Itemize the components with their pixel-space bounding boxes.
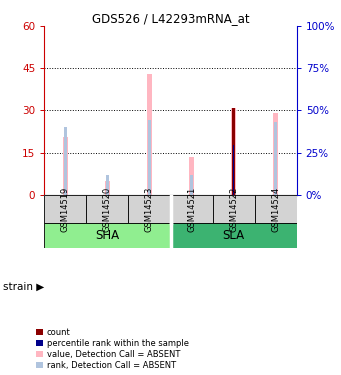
Bar	[105, 181, 110, 195]
Bar	[44, 224, 170, 248]
Bar	[86, 195, 129, 224]
Bar	[212, 195, 255, 224]
Text: GSM14520: GSM14520	[103, 186, 112, 232]
Legend: count, percentile rank within the sample, value, Detection Call = ABSENT, rank, : count, percentile rank within the sample…	[35, 327, 189, 371]
Bar	[190, 175, 193, 195]
Text: GSM14523: GSM14523	[145, 186, 154, 232]
Text: GSM14522: GSM14522	[229, 186, 238, 232]
Bar	[170, 224, 297, 248]
Bar	[106, 175, 109, 195]
Title: GDS526 / L42293mRNA_at: GDS526 / L42293mRNA_at	[92, 12, 249, 25]
Bar	[148, 120, 151, 195]
Text: strain ▶: strain ▶	[3, 282, 45, 292]
Bar	[63, 137, 68, 195]
Text: SHA: SHA	[95, 229, 119, 242]
Text: GSM14524: GSM14524	[271, 186, 280, 232]
Bar	[255, 195, 297, 224]
Bar	[170, 195, 212, 224]
Bar	[233, 146, 234, 195]
Text: GSM14521: GSM14521	[187, 186, 196, 232]
Bar	[232, 119, 235, 195]
Bar	[273, 113, 278, 195]
Bar	[64, 127, 67, 195]
Text: SLA: SLA	[223, 229, 244, 242]
Bar	[231, 108, 236, 195]
Bar	[147, 74, 152, 195]
Bar	[232, 108, 235, 195]
Text: GSM14519: GSM14519	[61, 186, 70, 232]
Bar	[129, 195, 170, 224]
Bar	[189, 157, 194, 195]
Bar	[274, 122, 277, 195]
Bar	[44, 195, 86, 224]
